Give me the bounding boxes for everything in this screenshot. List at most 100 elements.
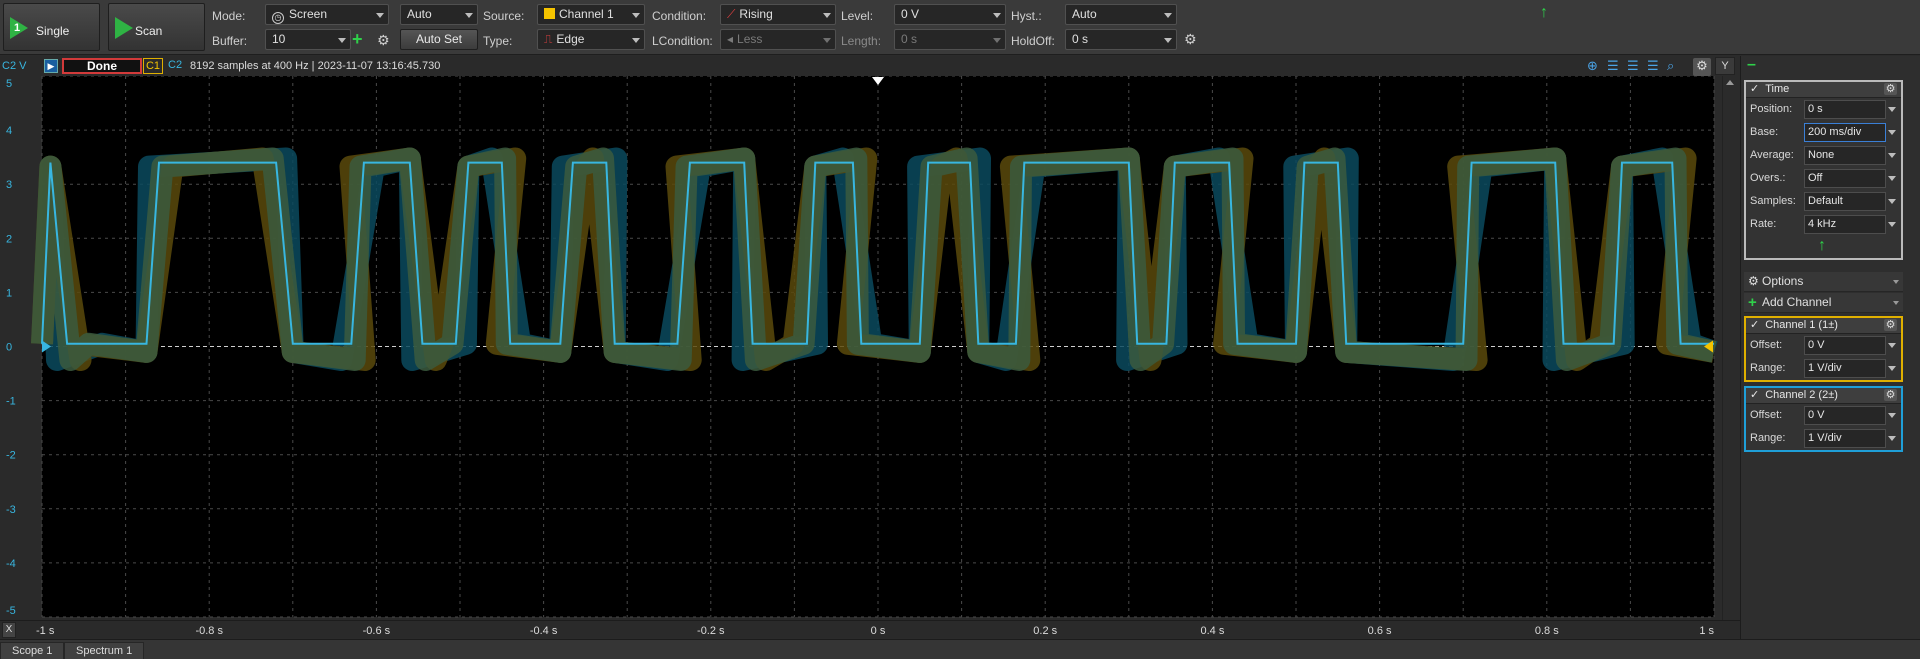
mode-select[interactable]: ◷ Screen xyxy=(265,4,389,25)
options-item[interactable]: ⚙ Options xyxy=(1744,272,1903,292)
channel1-tag[interactable]: C1 xyxy=(143,58,163,74)
tab-scope-1[interactable]: Scope 1 xyxy=(0,642,65,659)
check-icon[interactable]: ✓ xyxy=(1750,83,1760,95)
chevron-down-icon[interactable] xyxy=(1888,107,1896,112)
base-input[interactable]: 200 ms/div xyxy=(1804,123,1886,142)
tab-spectrum-1[interactable]: Spectrum 1 xyxy=(64,642,145,659)
x-tick-label: 0.2 s xyxy=(1033,625,1057,637)
zoom-horizontal-icon[interactable]: ☰ xyxy=(1627,58,1639,73)
y-axis-button[interactable]: Y xyxy=(1715,57,1735,75)
level-input[interactable]: 0 V xyxy=(894,4,1006,25)
channel2-offset-input[interactable]: 0 V xyxy=(1804,406,1886,425)
type-select[interactable]: ⎍ Edge xyxy=(537,29,645,50)
channel1-range-select[interactable]: 1 V/div xyxy=(1804,359,1886,378)
chevron-down-icon[interactable] xyxy=(1888,343,1896,348)
holdoff-input[interactable]: 0 s xyxy=(1065,29,1177,50)
scope-plot[interactable]: 5 4 3 2 1 0 -1 -2 -3 -4 -5 xyxy=(0,76,1720,620)
holdoff-label: HoldOff: xyxy=(1011,34,1055,48)
source-select[interactable]: Channel 1 xyxy=(537,4,645,25)
chevron-down-icon[interactable] xyxy=(1888,153,1896,158)
chevron-down-icon[interactable] xyxy=(1888,413,1896,418)
chevron-down-icon xyxy=(465,13,473,18)
check-icon[interactable]: ✓ xyxy=(1750,389,1760,401)
gear-icon[interactable]: ⚙ xyxy=(1884,389,1897,401)
collapse-icon[interactable]: – xyxy=(1747,56,1756,73)
type-label: Type: xyxy=(483,34,513,48)
condition-select[interactable]: ⟋ Rising xyxy=(720,4,836,25)
chevron-down-icon[interactable] xyxy=(1888,176,1896,181)
y-tick-label: -1 xyxy=(6,396,16,408)
gear-icon[interactable]: ⚙ xyxy=(1884,83,1897,95)
buffer-spinbox[interactable]: 10 xyxy=(265,29,351,50)
arrow-up-icon[interactable]: ↑ xyxy=(1818,237,1826,254)
magnifier-icon[interactable]: ⌕ xyxy=(1667,58,1675,73)
channel2-tag[interactable]: C2 xyxy=(168,59,183,71)
scan-button[interactable]: Scan xyxy=(108,3,205,51)
position-input[interactable]: 0 s xyxy=(1804,100,1886,119)
spin-arrows-icon xyxy=(338,38,346,43)
run-indicator-icon[interactable]: ▶ xyxy=(44,59,58,73)
channel2-range-select[interactable]: 1 V/div xyxy=(1804,429,1886,448)
chevron-down-icon[interactable] xyxy=(1888,222,1896,227)
edge-icon: ⎍ xyxy=(544,32,553,46)
chevron-down-icon[interactable] xyxy=(1888,436,1896,441)
x-axis-button[interactable]: X xyxy=(2,622,16,638)
type-value: Edge xyxy=(556,32,585,46)
time-base-row: Base: 200 ms/div xyxy=(1746,121,1901,144)
rate-select[interactable]: 4 kHz xyxy=(1804,215,1886,234)
toolbar: 1 Single Scan Mode: ◷ Screen Auto Buffer:… xyxy=(0,0,1920,55)
time-rate-row: Rate: 4 kHz xyxy=(1746,213,1901,236)
single-label: Single xyxy=(36,24,70,38)
hyst-input[interactable]: Auto xyxy=(1065,4,1177,25)
grid xyxy=(41,76,1715,618)
gear-icon[interactable]: ⚙ xyxy=(1184,31,1197,47)
channel2-group-header[interactable]: ✓ Channel 2 (2±) ⚙ xyxy=(1746,388,1901,404)
channel1-group-header[interactable]: ✓ Channel 1 (1±) ⚙ xyxy=(1746,318,1901,334)
channel1-color-icon xyxy=(544,8,555,19)
gear-icon[interactable]: ⚙ xyxy=(1693,58,1711,76)
chevron-down-icon[interactable] xyxy=(1888,366,1896,371)
x-tick-label: 0.6 s xyxy=(1368,625,1392,637)
average-select[interactable]: None xyxy=(1804,146,1886,165)
gear-icon[interactable]: ⚙ xyxy=(1884,319,1897,331)
chevron-down-icon xyxy=(632,13,640,18)
channel2-waveform-line xyxy=(41,161,1714,345)
add-channel-item[interactable]: + Add Channel xyxy=(1744,293,1903,313)
check-icon[interactable]: ✓ xyxy=(1750,319,1760,331)
waveform-series xyxy=(41,161,1714,345)
acquisition-mode-select[interactable]: Auto xyxy=(400,4,478,25)
scroll-up-icon[interactable] xyxy=(1726,80,1734,85)
zoom-in-icon[interactable]: ⊕ xyxy=(1587,58,1598,73)
trigger-position-marker xyxy=(872,77,884,85)
condition-value: Rising xyxy=(739,7,773,21)
length-input[interactable]: 0 s xyxy=(894,29,1006,50)
chevron-down-icon[interactable] xyxy=(1888,130,1896,135)
y-tick-label: -3 xyxy=(6,504,16,516)
y-tick-label: -5 xyxy=(6,605,16,617)
y-tick-label: 0 xyxy=(6,342,12,354)
chevron-down-icon[interactable] xyxy=(1888,199,1896,204)
condition-label: Condition: xyxy=(652,9,707,23)
channel2-group: ✓ Channel 2 (2±) ⚙ Offset: 0 V Range: 1 V/d… xyxy=(1744,386,1903,452)
x-tick-label: 0 s xyxy=(871,625,886,637)
plot-area[interactable]: 5 4 3 2 1 0 -1 -2 -3 -4 -5 xyxy=(0,76,1720,620)
zoom-vertical-icon[interactable]: ☰ xyxy=(1647,58,1659,73)
samples-select[interactable]: Default xyxy=(1804,192,1886,211)
less-icon: ◂ xyxy=(727,32,734,46)
arrow-up-icon[interactable]: ↑ xyxy=(1540,4,1548,21)
time-group-header[interactable]: ✓ Time ⚙ xyxy=(1746,82,1901,98)
y-tick-label: 3 xyxy=(6,179,12,191)
channel1-offset-input[interactable]: 0 V xyxy=(1804,336,1886,355)
play-icon xyxy=(115,17,133,39)
auto-set-button[interactable]: Auto Set xyxy=(400,29,478,50)
lcondition-select[interactable]: ◂ Less xyxy=(720,29,836,50)
single-button[interactable]: 1 Single xyxy=(3,3,100,51)
add-buffer-icon[interactable]: + xyxy=(352,29,363,49)
vertical-scrollbar[interactable] xyxy=(1722,76,1738,634)
markers xyxy=(42,77,1713,353)
options-label: Options xyxy=(1762,274,1804,288)
zoom-fit-icon[interactable]: ☰ xyxy=(1607,58,1619,73)
gear-icon[interactable]: ⚙ xyxy=(377,32,390,48)
overs-select[interactable]: Off xyxy=(1804,169,1886,188)
y-tick-label: 1 xyxy=(6,287,12,299)
